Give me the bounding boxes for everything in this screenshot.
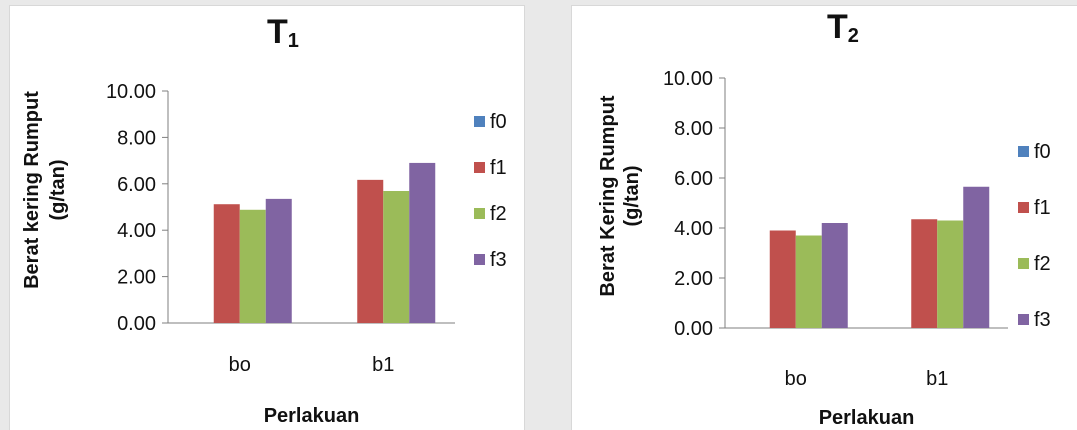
legend-label-t2-f1: f1 xyxy=(1034,197,1051,219)
y-tick-label-t2: 0.00 xyxy=(674,318,713,340)
legend-swatch-t1-f3 xyxy=(474,254,485,265)
bar-t1-b1-f3 xyxy=(409,162,436,323)
chart-panel-t1: T1 0.00 2.00 4.00 6.00 8.00 10.00 bo b1 Perlakuan… xyxy=(10,6,524,430)
legend-swatch-t2-f1 xyxy=(1018,202,1029,213)
legend-label-t1-f1: f1 xyxy=(490,157,507,179)
chart-title-t1: T1 xyxy=(267,13,299,52)
bar-t2-bo-f3 xyxy=(821,223,848,328)
bar-t1-b1-f2 xyxy=(383,190,410,323)
x-tick-label-t1: bo xyxy=(229,354,251,376)
bar-t2-b1-f1 xyxy=(911,219,938,328)
legend-label-t1-f3: f3 xyxy=(490,249,507,271)
legend-label-t2-f0: f0 xyxy=(1034,141,1051,163)
y-tick-label-t2: 10.00 xyxy=(663,68,713,90)
bar-t2-bo-f1 xyxy=(769,230,796,328)
y-tick-label-t1: 4.00 xyxy=(117,220,156,242)
x-tick-label-t2: b1 xyxy=(926,368,948,390)
bar-t1-bo-f2 xyxy=(239,209,266,323)
y-tick-label-t2: 6.00 xyxy=(674,168,713,190)
y-axis-label-line2-t1: (g/tan) xyxy=(47,159,69,220)
bar-t2-b1-f3 xyxy=(963,186,990,328)
y-tick-label-t2: 8.00 xyxy=(674,118,713,140)
y-tick-label-t1: 0.00 xyxy=(117,313,156,335)
legend-swatch-t2-f0 xyxy=(1018,146,1029,157)
chart-panel-t2: T2 0.00 2.00 4.00 6.00 8.00 10.00 bo b1 Perlakuan… xyxy=(572,6,1077,430)
legend-swatch-t2-f2 xyxy=(1018,258,1029,269)
x-tick-label-t2: bo xyxy=(785,368,807,390)
y-tick-label-t1: 2.00 xyxy=(117,267,156,289)
legend-label-t2-f2: f2 xyxy=(1034,253,1051,275)
y-tick-label-t2: 2.00 xyxy=(674,268,713,290)
bar-t2-b1-f2 xyxy=(937,220,964,328)
x-tick-label-t1: b1 xyxy=(372,354,394,376)
chart-title-t2: T2 xyxy=(827,8,859,47)
legend-label-t1-f0: f0 xyxy=(490,111,507,133)
y-axis-label-line1-t2: Berat Kering Rumput xyxy=(597,95,619,296)
y-axis-label-line2-t2: (g/tan) xyxy=(621,165,643,226)
legend-swatch-t1-f1 xyxy=(474,162,485,173)
chart-title-main-t2: T xyxy=(827,8,848,46)
legend-label-t1-f2: f2 xyxy=(490,203,507,225)
bar-t2-bo-f2 xyxy=(795,235,822,328)
bar-t1-bo-f3 xyxy=(265,198,292,323)
x-axis-label-t1: Perlakuan xyxy=(264,405,360,427)
y-tick-label-t1: 10.00 xyxy=(106,81,156,103)
bar-t1-b1-f1 xyxy=(357,179,384,323)
y-tick-label-t1: 6.00 xyxy=(117,174,156,196)
y-axis-label-line1-t1: Berat kering Rumput xyxy=(21,91,43,289)
legend-label-t2-f3: f3 xyxy=(1034,309,1051,331)
chart-title-sub-t1: 1 xyxy=(288,30,299,52)
y-tick-label-t1: 8.00 xyxy=(117,127,156,149)
chart-t2-svg: T2 0.00 2.00 4.00 6.00 8.00 10.00 bo b1 Perlakuan… xyxy=(597,8,1051,429)
legend-swatch-t1-f0 xyxy=(474,116,485,127)
bar-t1-bo-f1 xyxy=(213,204,240,323)
x-axis-label-t2: Perlakuan xyxy=(819,407,915,429)
y-tick-label-t2: 4.00 xyxy=(674,218,713,240)
legend-swatch-t2-f3 xyxy=(1018,314,1029,325)
chart-title-main-t1: T xyxy=(267,13,288,51)
chart-title-sub-t2: 2 xyxy=(848,25,859,47)
legend-swatch-t1-f2 xyxy=(474,208,485,219)
